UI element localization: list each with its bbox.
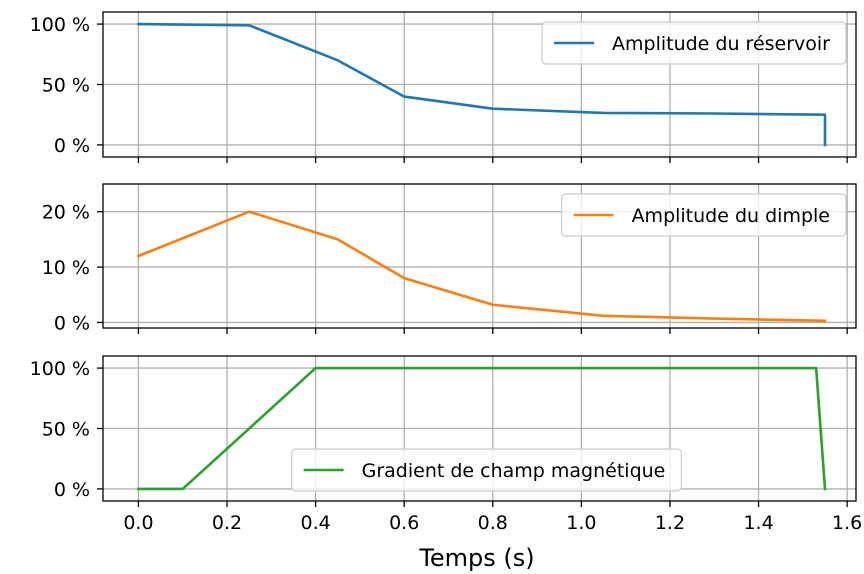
x-tick-label: 1.4: [743, 512, 773, 534]
x-axis-label: Temps (s): [418, 544, 534, 572]
y-tick-label: 50 %: [42, 419, 90, 441]
series-line: [136, 210, 827, 323]
y-tick-label: 20 %: [42, 202, 90, 224]
legend: Gradient de champ magnétique: [291, 448, 682, 492]
x-tick-label: 0.2: [212, 512, 242, 534]
axes-frame: [102, 183, 857, 329]
y-tick-label: 10 %: [42, 257, 90, 279]
x-tick-label: 1.6: [832, 512, 862, 534]
y-tick-label: 0 %: [54, 135, 90, 157]
y-tick-label: 0 %: [54, 312, 90, 334]
x-tick-label: 0.6: [389, 512, 419, 534]
legend-label: Amplitude du dimple: [632, 205, 830, 227]
y-tick-label: 100 %: [30, 14, 90, 36]
x-tick-label: 1.2: [655, 512, 685, 534]
legend-label: Amplitude du réservoir: [612, 33, 830, 55]
series-line: [137, 366, 827, 491]
legend-frame: [291, 448, 682, 492]
x-tick-label: 0.4: [301, 512, 331, 534]
panel-3: 0.0 0.2 0.4 0.6 0.8 1.0 1.2 1.4 1.6 0 % 50 % 100 % G…: [30, 355, 862, 534]
x-tick-label: 1.0: [566, 512, 596, 534]
y-tick-label: 100 %: [30, 358, 90, 380]
x-tick-label: 0.8: [478, 512, 508, 534]
panel-2: 0 % 10 % 20 % Amplitude du dimple: [42, 183, 857, 334]
legend: Amplitude du réservoir: [541, 21, 847, 65]
y-tick-label: 0 %: [54, 479, 90, 501]
panel-1: 0 % 50 % 100 % Amplitude du réservoir: [30, 11, 857, 163]
legend-label: Gradient de champ magnétique: [362, 460, 666, 482]
x-tick-label: 0.0: [123, 512, 153, 534]
series-line: [137, 22, 827, 147]
legend-frame: [560, 193, 847, 237]
y-tick-label: 50 %: [42, 75, 90, 97]
legend-frame: [541, 21, 847, 65]
legend: Amplitude du dimple: [560, 193, 847, 237]
